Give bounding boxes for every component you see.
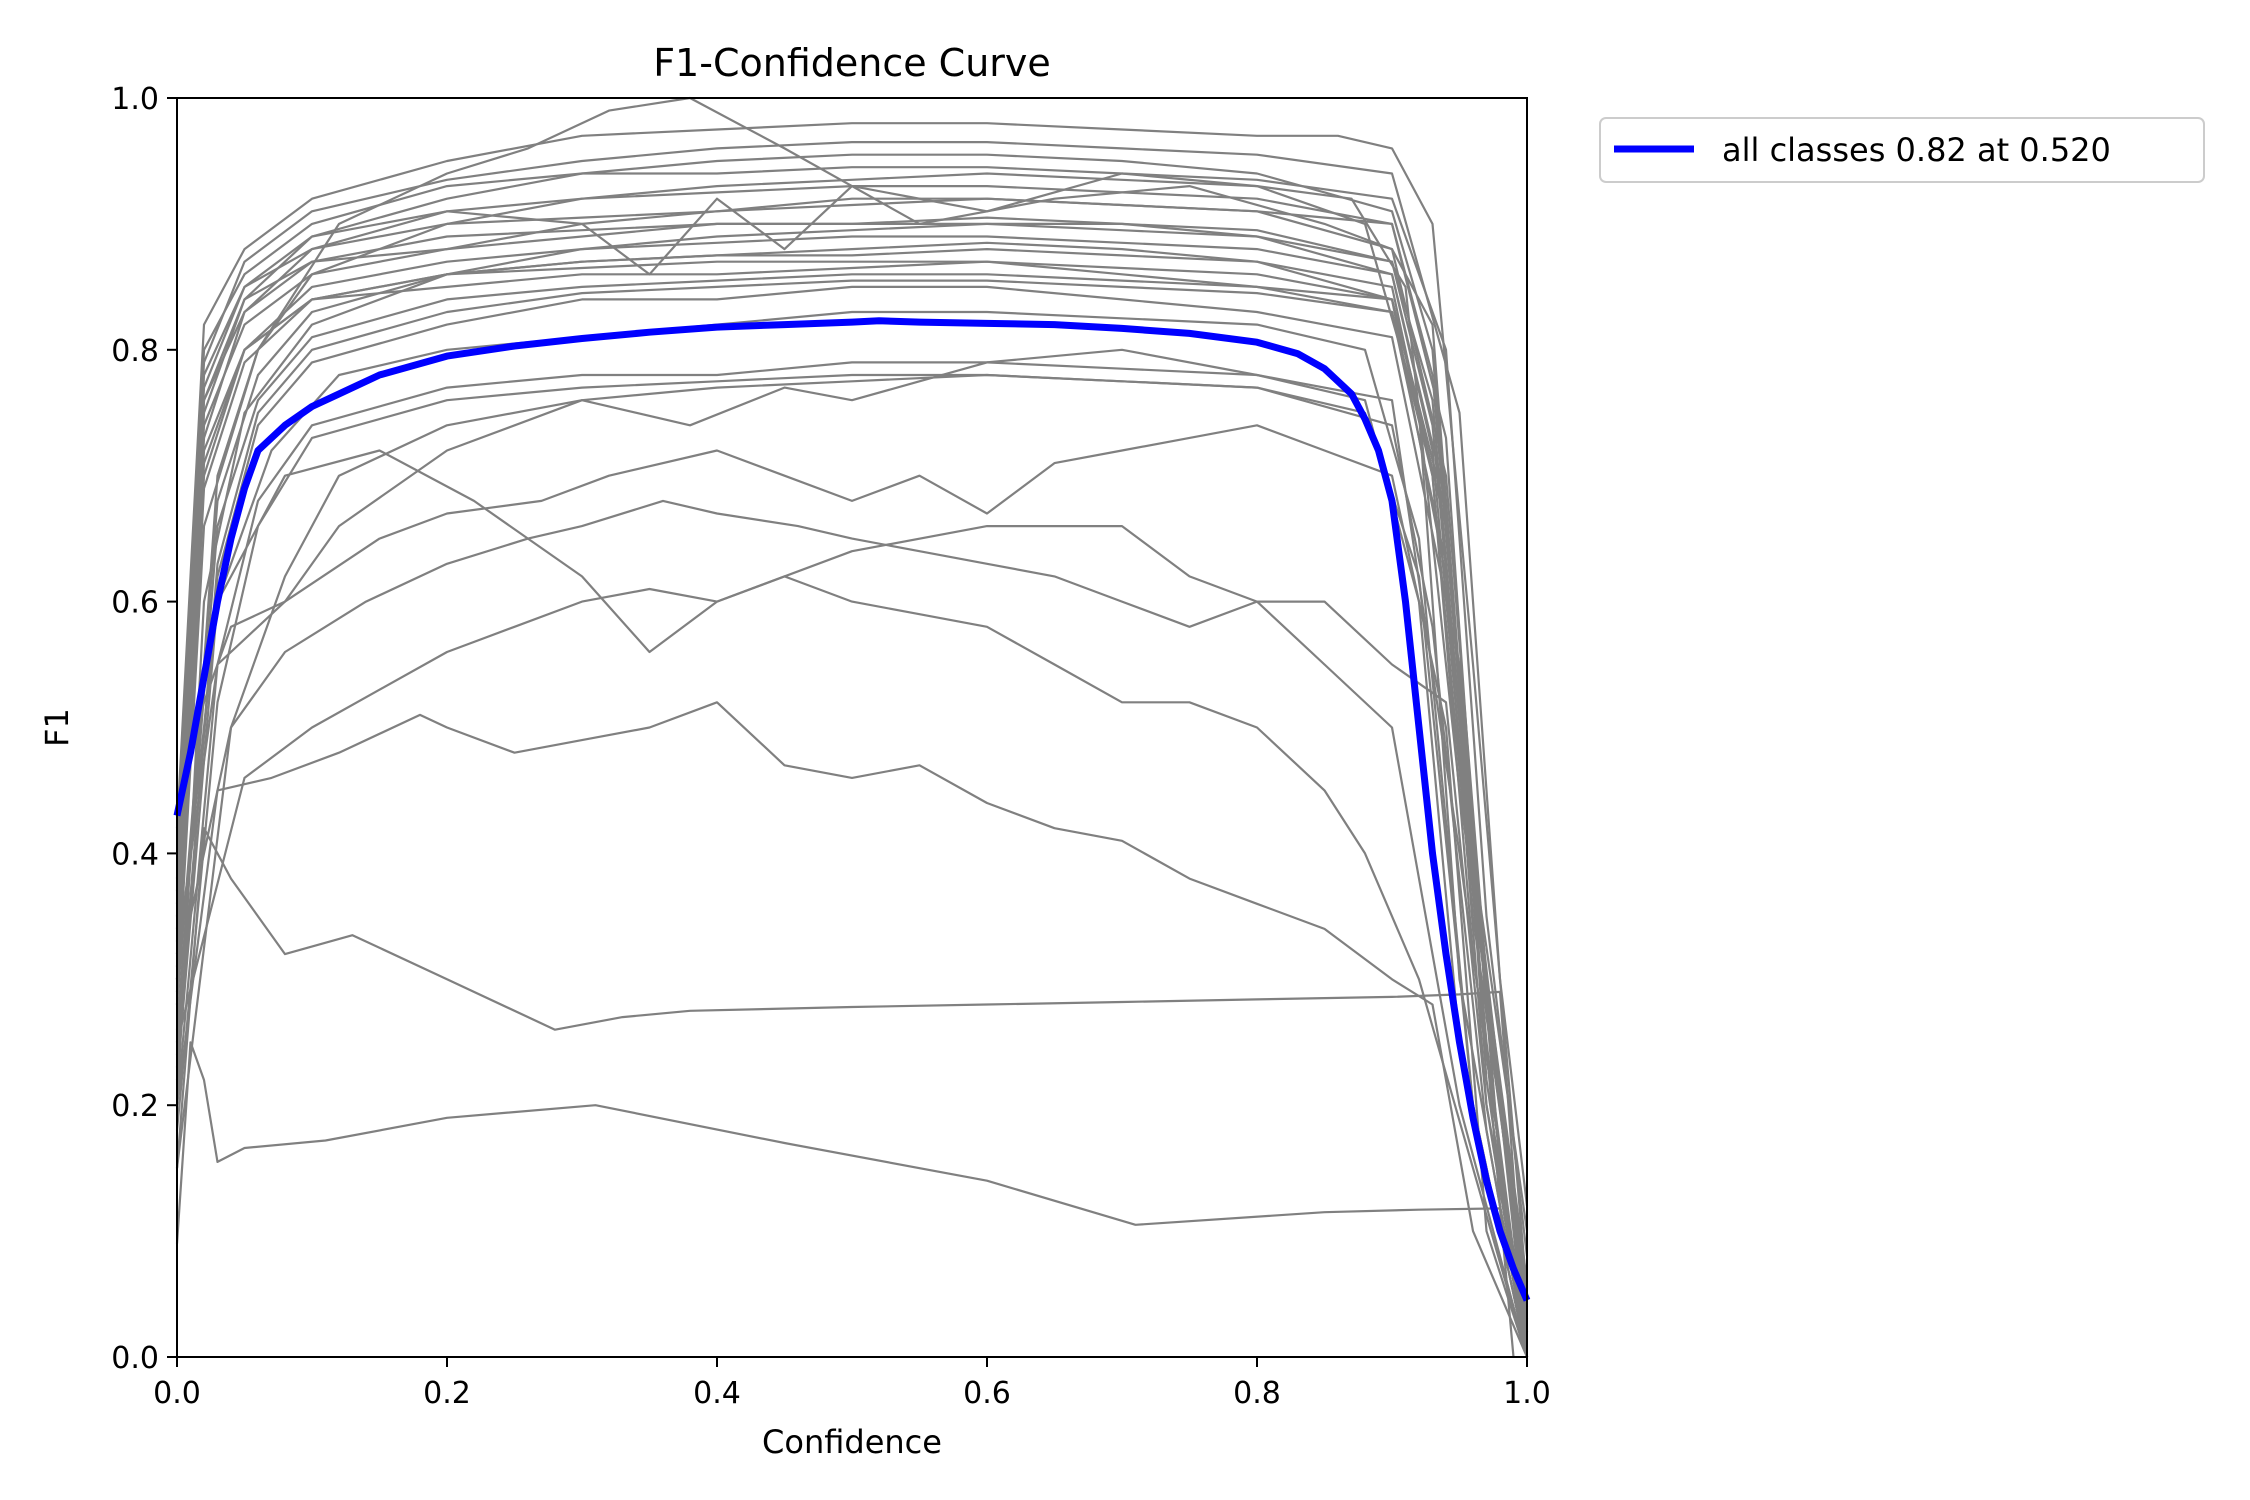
class-curve-20: [175, 701, 1529, 1358]
x-tick-label: 0.0: [153, 1376, 201, 1411]
y-tick-label: 0.8: [111, 334, 159, 369]
x-tick-label: 1.0: [1503, 1376, 1551, 1411]
class-curve-27: [175, 141, 1529, 1207]
plot-area-frame: [176, 97, 1528, 1358]
class-curve-13: [175, 235, 1529, 1358]
class-curve-8: [175, 310, 1529, 1358]
y-tick-label: 0.2: [111, 1089, 159, 1124]
class-curve-2: [175, 153, 1529, 1320]
y-tick-label: 0.6: [111, 586, 159, 621]
class-curve-25: [175, 172, 1529, 1295]
class-curve-29: [175, 185, 1529, 1295]
class-curve-26: [175, 285, 1529, 1358]
x-tick-label: 0.6: [963, 1376, 1011, 1411]
y-tick-label: 0.4: [111, 837, 159, 872]
class-curve-21: [175, 827, 1529, 1358]
class-curve-19: [175, 575, 1529, 1358]
class-curve-30: [175, 248, 1529, 1358]
curves-layer: [173, 96, 1531, 1358]
y-tick-label: 1.0: [111, 82, 159, 117]
chart-title: F1-Confidence Curve: [653, 41, 1051, 85]
all-classes-curve: [173, 317, 1531, 1302]
class-curve-16: [175, 348, 1529, 1358]
legend-box: [1599, 117, 2205, 183]
y-tick-label: 0.0: [111, 1341, 159, 1376]
x-tick-label: 0.4: [693, 1376, 741, 1411]
legend: all classes 0.82 at 0.520: [1599, 117, 2205, 183]
x-tick-label: 0.2: [423, 1376, 471, 1411]
class-curve-31: [175, 279, 1529, 1358]
ticks-layer: 0.0 0.2 0.4 0.6 0.8 1.0 0.0 0.2 0.4 0.6 0.8 1.0: [111, 82, 1551, 1411]
legend-label-all-classes: all classes 0.82 at 0.520: [1722, 131, 2111, 169]
x-axis-title: Confidence: [762, 1423, 942, 1461]
class-curve-4: [175, 197, 1529, 1282]
class-curve-15: [175, 197, 1529, 1232]
class-curve-10: [175, 361, 1529, 1358]
class-curve-1: [175, 122, 1529, 1295]
class-curve-23: [175, 449, 1529, 1358]
class-curve-17: [175, 424, 1529, 1358]
class-curve-33: [175, 260, 1529, 1358]
x-tick-label: 0.8: [1233, 1376, 1281, 1411]
class-curve-18: [175, 499, 1529, 1358]
y-axis-title: F1: [38, 708, 76, 747]
class-curve-28: [175, 373, 1529, 1358]
class-curve-22: [175, 1041, 1515, 1358]
class-curve-32: [175, 222, 1529, 1332]
